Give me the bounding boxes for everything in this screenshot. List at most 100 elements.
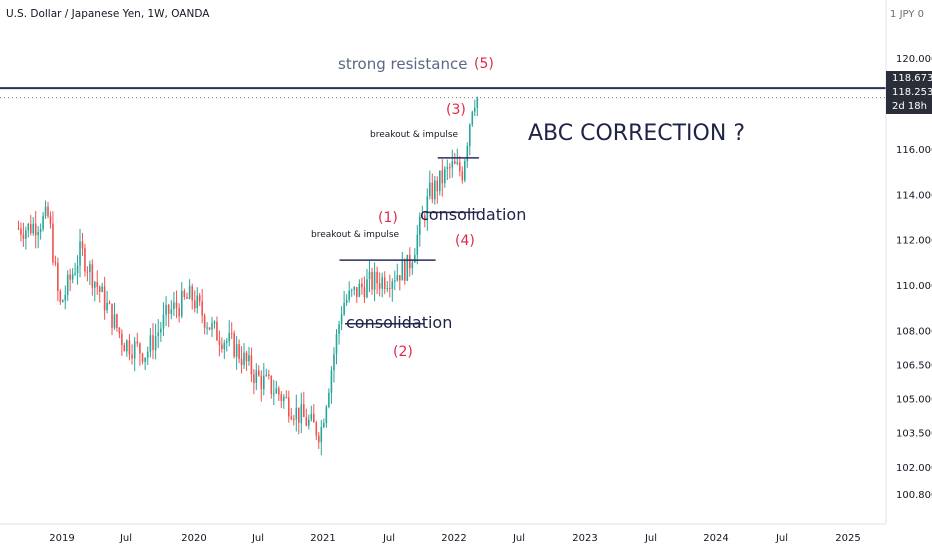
candle-body [91, 264, 94, 288]
candle-body [218, 340, 221, 345]
candle-body [409, 254, 411, 269]
candle-body [47, 206, 49, 217]
candle-body [378, 283, 381, 289]
currency-label: 1 JPY 0 [890, 9, 924, 20]
candle-body [343, 302, 345, 315]
candle-body [396, 275, 399, 281]
currency-suffix: 0 [917, 9, 924, 20]
wave-2-label: (2) [393, 344, 413, 360]
candle-body [258, 370, 260, 376]
x-tick-label: 2024 [703, 533, 728, 544]
x-tick-label: 2022 [441, 533, 466, 544]
candle-body [216, 321, 218, 341]
candle-body [250, 355, 253, 375]
x-tick-label: 2019 [49, 533, 74, 544]
candle-body [221, 344, 223, 349]
x-tick-label: 2025 [835, 533, 860, 544]
last-price-label: 118.253 [886, 86, 932, 100]
candle-body [411, 262, 414, 269]
candle-body [128, 340, 131, 355]
candle-body [340, 314, 343, 325]
candle-body [404, 260, 406, 281]
candle-body [59, 290, 62, 302]
x-tick-label: 2023 [572, 533, 597, 544]
candle-body [84, 248, 86, 272]
candle-body [253, 374, 255, 383]
candle-body [303, 404, 305, 417]
candle-body [230, 333, 233, 335]
candle-body [436, 180, 439, 192]
candle-body [431, 182, 434, 200]
candle-body [103, 286, 106, 311]
currency-prefix: 1 [890, 9, 897, 20]
candle-body [57, 262, 59, 291]
candle-body [451, 161, 454, 168]
candle-body [456, 162, 459, 164]
candle-body [320, 427, 323, 443]
candle-body [29, 223, 32, 234]
y-tick-label: 100.800 [896, 490, 932, 501]
candle-body [260, 375, 263, 390]
candle-body [113, 314, 116, 328]
candle-body [298, 407, 300, 423]
y-tick-label: 116.000 [896, 145, 932, 156]
candle-body [255, 370, 258, 383]
candle-body [206, 327, 208, 329]
x-tick-label: Jul [644, 533, 657, 544]
candle-body [469, 124, 471, 147]
candle-body [356, 287, 358, 297]
candle-body [25, 230, 27, 239]
candle-body [146, 351, 149, 358]
candle-body [208, 327, 211, 330]
candle-body [108, 302, 111, 304]
candle-body [263, 375, 265, 390]
candle-body [162, 314, 165, 329]
candle-body [391, 281, 394, 289]
candle-body [37, 232, 39, 236]
candle-body [389, 288, 391, 290]
candle-body [160, 328, 162, 333]
candle-body [265, 374, 268, 376]
candle-body [371, 271, 373, 290]
candle-body [76, 265, 79, 273]
candle-body [459, 162, 461, 172]
candle-body [27, 223, 30, 231]
candle-body [126, 340, 128, 352]
candle-body [223, 342, 226, 349]
candle-body [245, 352, 248, 362]
candle-body [335, 334, 338, 355]
countdown-label: 2d 18h [886, 100, 932, 114]
wave-5-label: (5) [474, 56, 494, 72]
candle-body [373, 271, 376, 290]
candle-body [366, 279, 368, 298]
abc-correction-annotation: ABC CORRECTION ? [528, 121, 745, 146]
candle-body [323, 423, 325, 428]
candle-body [386, 288, 389, 290]
candle-body [270, 375, 273, 394]
x-axis: 2019 Jul 2020 Jul 2021 Jul 2022 Jul 2023 Jul 2024 J… [0, 523, 886, 544]
x-tick-label: Jul [251, 533, 264, 544]
candle-body [233, 333, 235, 357]
candle-body [368, 271, 371, 280]
candle-body [293, 419, 295, 421]
candle-body [434, 180, 436, 200]
x-tick-label: Jul [119, 533, 132, 544]
candle-body [74, 272, 76, 275]
candle-body [225, 341, 228, 343]
candle-body [399, 275, 401, 281]
consolidation-label-bottom: consolidation [346, 313, 453, 332]
candle-body [39, 229, 42, 233]
candle-body [315, 422, 318, 436]
candle-body [49, 216, 52, 224]
resistance-price-label: 118.673 [886, 71, 932, 86]
candle-body [310, 413, 313, 420]
drawings [0, 87, 886, 325]
candle-body [461, 171, 464, 181]
candle-body [414, 254, 416, 263]
candle-body [345, 299, 348, 303]
chart-title: U.S. Dollar / Japanese Yen, 1W, OANDA [6, 8, 210, 20]
candle-body [228, 333, 231, 342]
candle-body [93, 282, 96, 288]
candle-body [401, 260, 404, 281]
candle-body [348, 290, 350, 300]
